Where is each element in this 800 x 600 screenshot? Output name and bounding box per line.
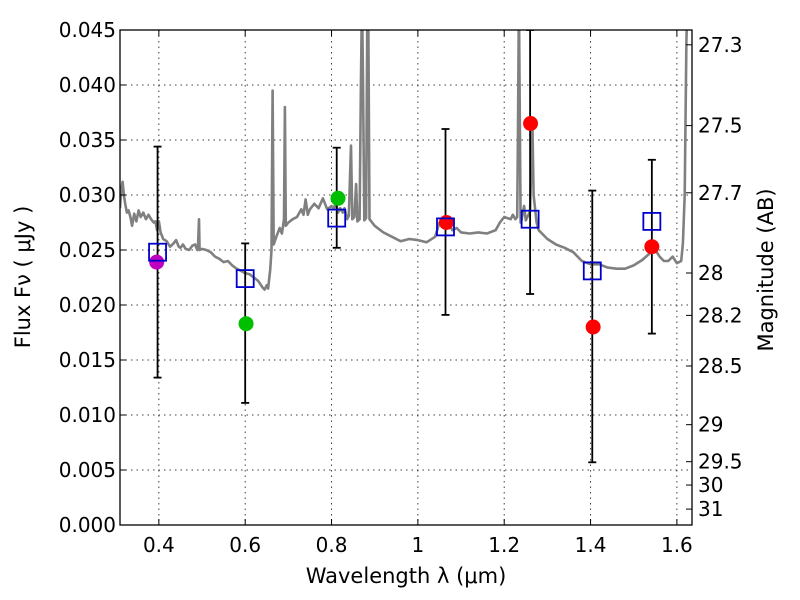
y-tick-label: 0.045 [59,18,116,42]
observed-point [238,316,254,332]
model-photometry-square [327,208,347,228]
x-tick-label: 1.4 [575,533,607,557]
model-photometry-square [148,242,167,262]
y-axis-title: Flux Fν ( μJy ) [11,206,35,349]
x-tick-label: 0.8 [316,533,348,557]
y-tick-label: 0.040 [59,73,116,97]
y-tick-label: 0.025 [59,238,116,262]
observed-point [438,215,454,230]
x-axis-title: Wavelength λ (μm) [306,564,507,588]
model-photometry-square [642,211,662,231]
right-tick-label: 31 [698,497,723,521]
x-tick-label: 1 [412,533,425,557]
right-tick-label: 27.7 [698,181,743,205]
right-tick-label: 28.5 [698,354,743,378]
y-tick-label: 0.015 [59,348,116,372]
y-tick-label: 0.020 [59,293,116,317]
x-tick-label: 0.6 [229,533,261,557]
y-axis: 0.000 0.005 0.010 0.015 0.020 0.025 0.030 0.035… [59,18,126,537]
observed-point [149,254,165,270]
y-tick-label: 0.000 [59,513,116,537]
right-tick-label: 28.2 [698,303,743,327]
right-axis-title: Magnitude (AB) [754,188,778,351]
plot-frame [119,29,693,526]
x-tick-label: 1.2 [488,533,520,557]
right-tick-label: 29.5 [698,450,743,474]
x-axis: 0.4 0.6 0.8 1 1.2 1.4 1.6 [143,30,693,557]
right-tick-label: 28 [698,261,723,285]
observed-point [644,239,660,255]
model-photometry-square [235,269,255,289]
y-tick-label: 0.010 [59,403,116,427]
observed-point [523,116,539,131]
right-tick-label: 29 [698,413,723,437]
right-tick-label: 27.5 [698,114,743,138]
right-tick-label: 30 [698,473,723,497]
observed-point [330,190,346,206]
y-tick-label: 0.030 [59,183,116,207]
y-tick-label: 0.035 [59,128,116,152]
model-photometry-square [436,217,455,237]
right-tick-label: 27.3 [698,33,743,57]
y-tick-label: 0.005 [59,458,116,482]
x-tick-label: 0.4 [143,533,175,557]
model-photometry-square [520,209,540,229]
model-photometry-square [582,261,602,281]
x-tick-label: 1.6 [661,533,693,557]
observed-point [585,319,601,335]
model-photometry-markers [148,208,662,289]
